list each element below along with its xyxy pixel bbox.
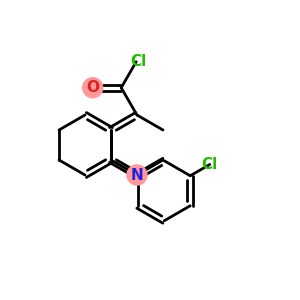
Text: Cl: Cl	[130, 54, 146, 69]
Text: O: O	[86, 80, 99, 95]
Text: N: N	[130, 167, 143, 182]
Text: Cl: Cl	[202, 157, 218, 172]
Circle shape	[83, 78, 103, 98]
Circle shape	[127, 165, 147, 185]
